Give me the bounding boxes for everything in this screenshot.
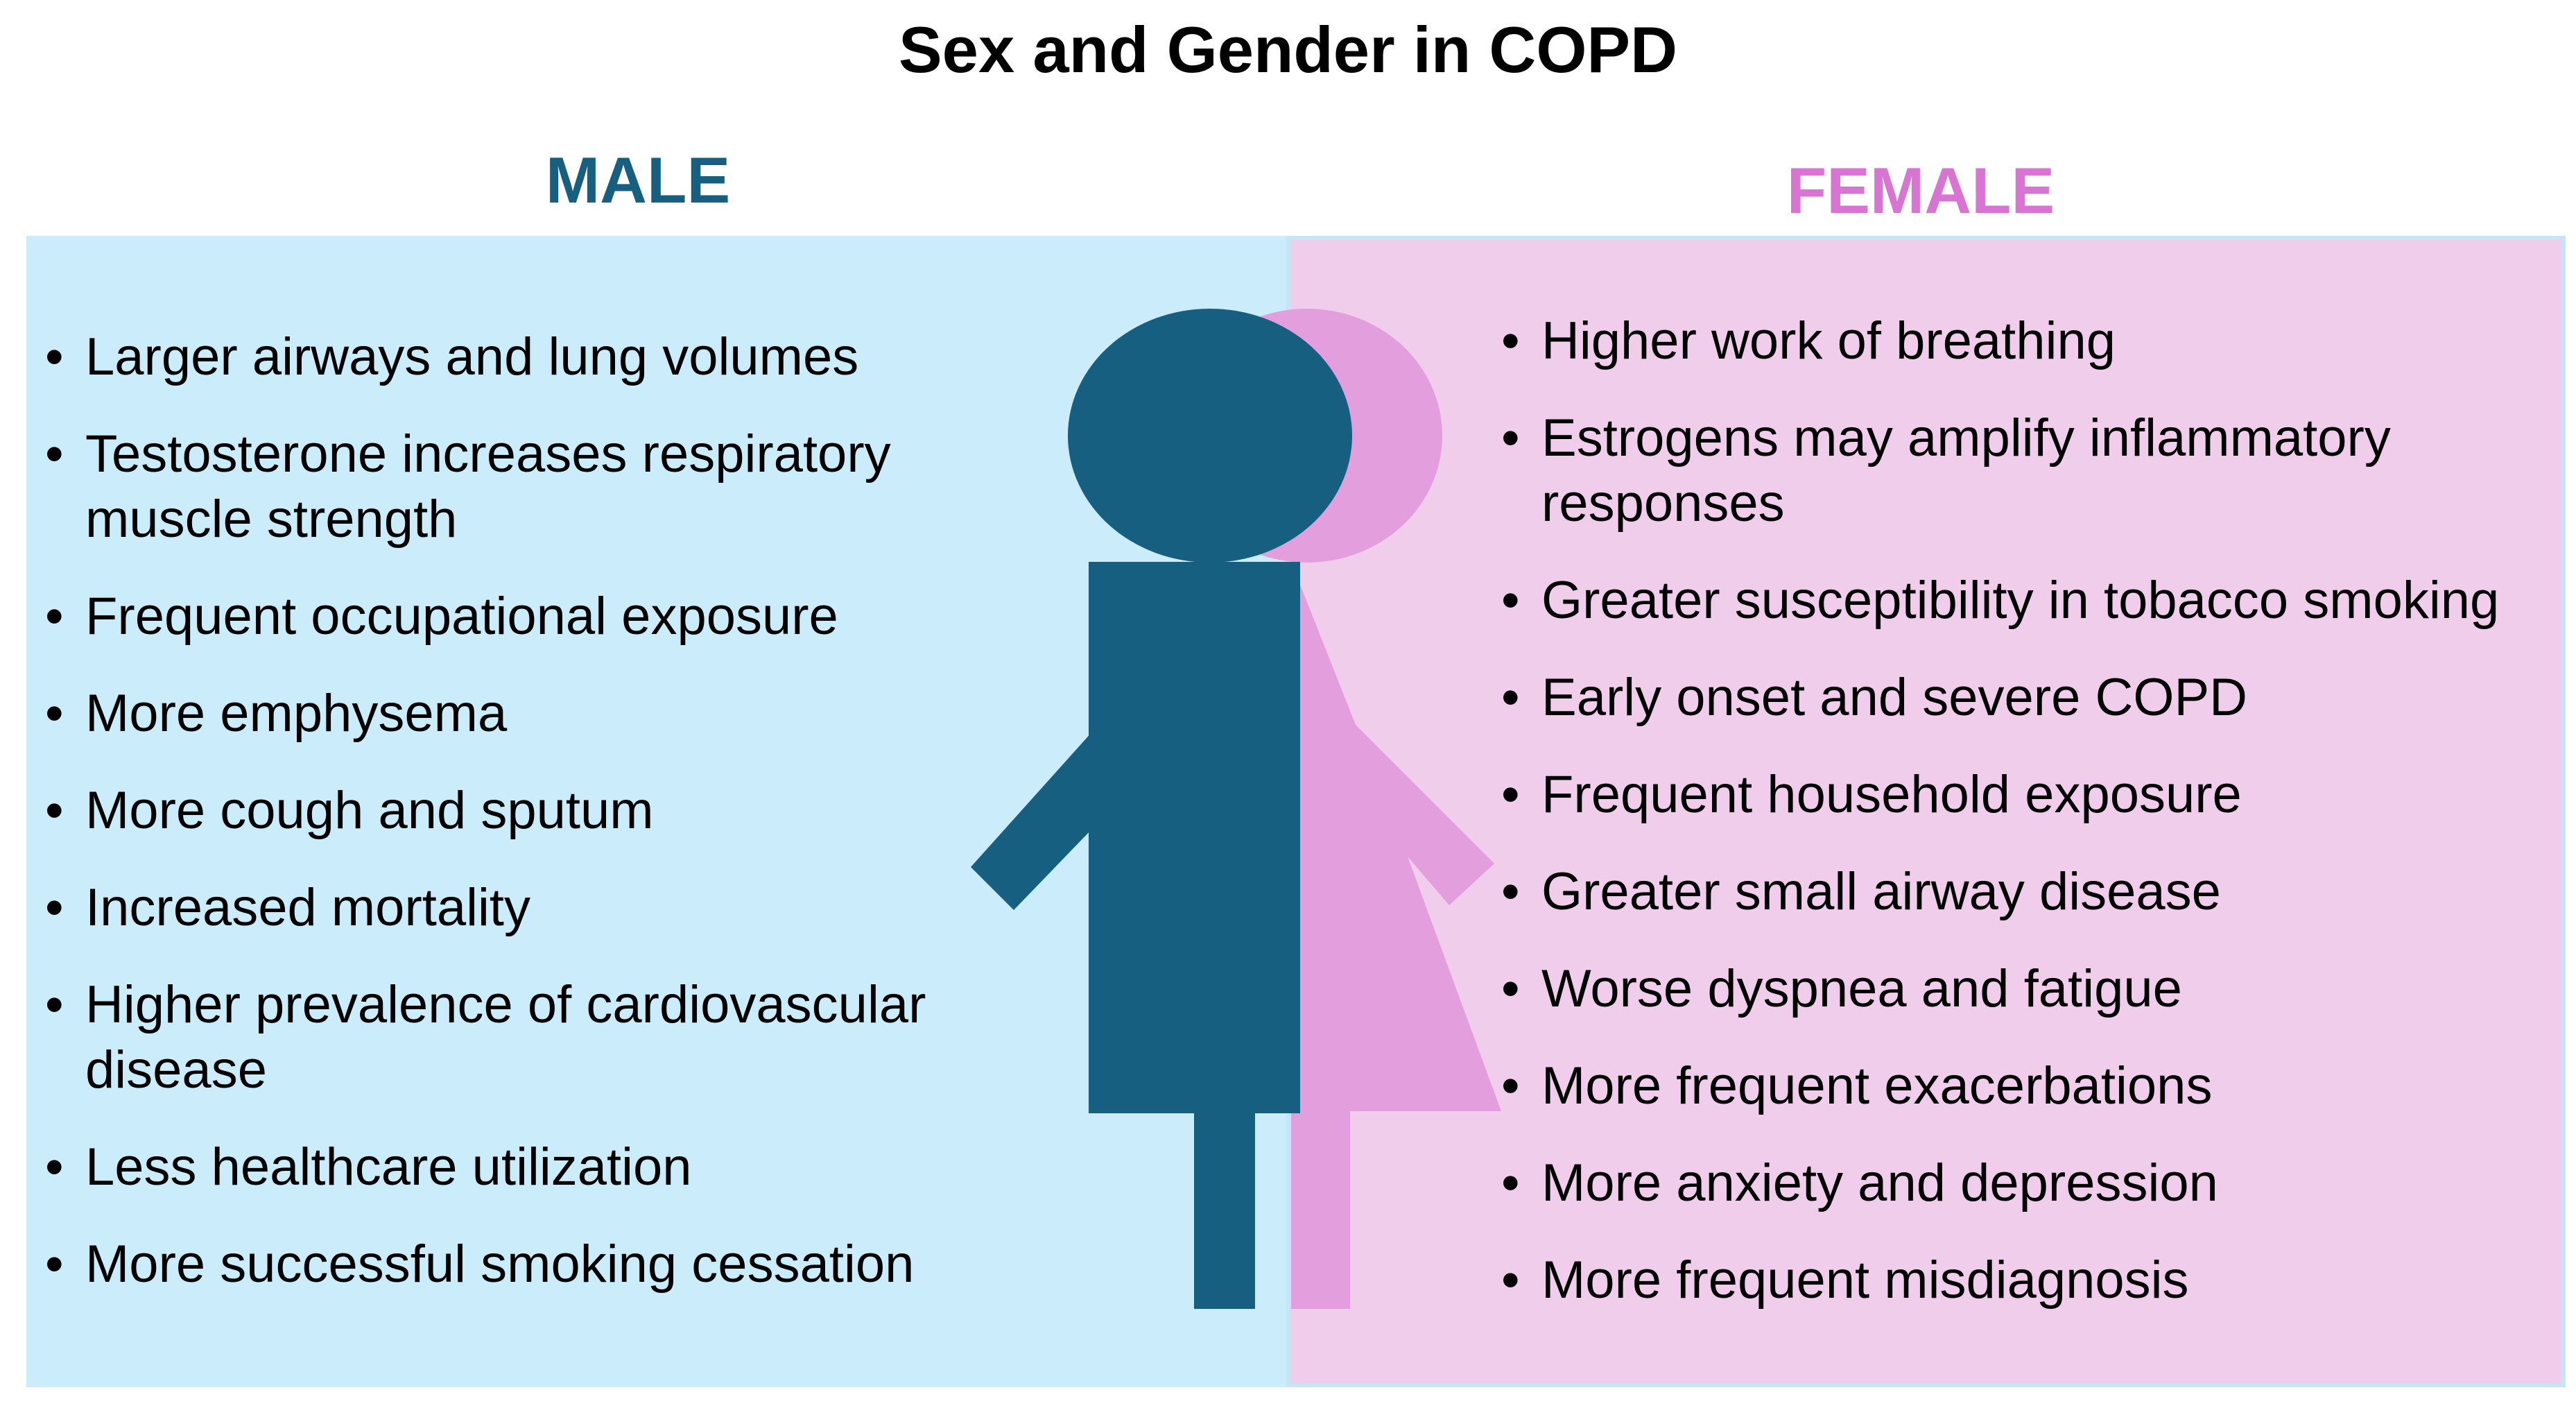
male-trait-item: More emphysema (45, 681, 1016, 746)
female-trait-item: Greater small airway disease (1501, 859, 2562, 925)
male-trait-item: Increased mortality (45, 875, 1016, 941)
female-trait-item: Worse dyspnea and fatigue (1501, 957, 2562, 1022)
male-heading: MALE (545, 144, 731, 216)
male-trait-item: Frequent occupational exposure (45, 584, 1016, 649)
male-trait-item: Higher prevalence of cardiovascular dise… (45, 972, 1016, 1103)
female-trait-item: Higher work of breathing (1501, 309, 2562, 374)
female-heading: FEMALE (1786, 154, 2055, 227)
male-trait-list: Larger airways and lung volumes Testoste… (45, 325, 1016, 1297)
male-trait-item: Testosterone increases respiratory muscl… (45, 422, 1016, 552)
male-trait-item: More cough and sputum (45, 778, 1016, 843)
female-trait-item: Estrogens may amplify inflammatory respo… (1501, 406, 2562, 536)
male-trait-item: More successful smoking cessation (45, 1232, 1016, 1297)
female-trait-list: Higher work of breathing Estrogens may a… (1501, 309, 2562, 1313)
female-trait-item: More anxiety and depression (1501, 1151, 2562, 1216)
male-figure-icon (971, 309, 1352, 1309)
female-trait-item: More frequent misdiagnosis (1501, 1248, 2562, 1313)
female-trait-item: Early onset and severe COPD (1501, 665, 2562, 730)
male-trait-item: Less healthcare utilization (45, 1135, 1016, 1200)
female-trait-item: Greater susceptibility in tobacco smokin… (1501, 568, 2562, 633)
female-trait-item: Frequent household exposure (1501, 762, 2562, 828)
male-trait-item: Larger airways and lung volumes (45, 325, 1016, 390)
diagram-title: Sex and Gender in COPD (898, 13, 1678, 86)
female-trait-item: More frequent exacerbations (1501, 1054, 2562, 1119)
